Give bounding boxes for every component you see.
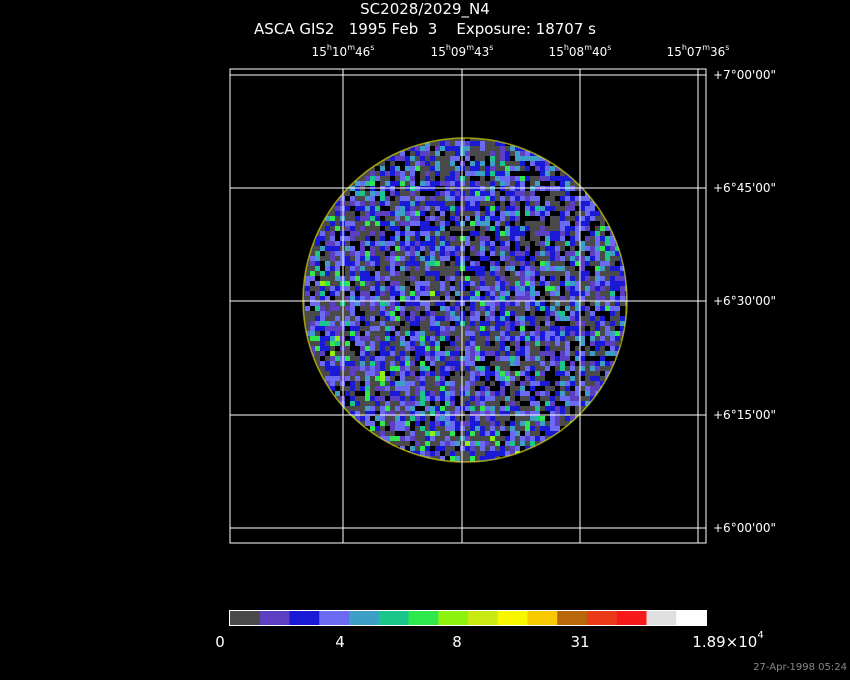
colorbar-swatch bbox=[557, 611, 588, 625]
ra-tick-label: 15h08m40s bbox=[548, 43, 612, 60]
timestamp: 27-Apr-1998 05:24 bbox=[753, 662, 847, 673]
colorbar-swatch bbox=[676, 611, 707, 625]
image-subtitle: ASCA GIS2 1995 Feb 3 Exposure: 18707 s bbox=[254, 20, 596, 38]
plot-frame bbox=[229, 68, 707, 544]
colorbar-tick-label: 8 bbox=[452, 633, 462, 651]
dec-tick-label: +7°00'00" bbox=[713, 68, 777, 82]
colorbar-swatch bbox=[616, 611, 647, 625]
colorbar-swatch bbox=[408, 611, 439, 625]
colorbar-swatch bbox=[378, 611, 409, 625]
colorbar-swatch bbox=[319, 611, 350, 625]
detector-field bbox=[303, 138, 627, 462]
dec-tick-label: +6°15'00" bbox=[713, 408, 777, 422]
colorbar-max-label: 1.89×104 bbox=[692, 630, 764, 651]
field-edge bbox=[302, 137, 628, 463]
colorbar-swatch bbox=[289, 611, 320, 625]
ra-tick-label: 15h10m46s bbox=[311, 43, 375, 60]
ra-tick-label: 15h07m36s bbox=[666, 43, 730, 60]
colorbar-swatch bbox=[527, 611, 558, 625]
ra-tick-label: 15h09m43s bbox=[430, 43, 494, 60]
image-title: SC2028/2029_N4 bbox=[360, 0, 490, 18]
colorbar-swatch bbox=[230, 611, 261, 625]
colorbar-swatch bbox=[497, 611, 528, 625]
colorbar bbox=[229, 610, 707, 626]
colorbar-tick-label: 4 bbox=[335, 633, 345, 651]
colorbar-swatch bbox=[468, 611, 499, 625]
colorbar-swatch bbox=[438, 611, 469, 625]
colorbar-swatch bbox=[259, 611, 290, 625]
coordinate-grid bbox=[230, 69, 706, 543]
dec-tick-label: +6°30'00" bbox=[713, 294, 777, 308]
colorbar-swatch bbox=[587, 611, 618, 625]
colorbar-tick-label: 31 bbox=[570, 633, 590, 651]
colorbar-swatch bbox=[646, 611, 677, 625]
dec-tick-label: +6°45'00" bbox=[713, 181, 777, 195]
colorbar-tick-label: 0 bbox=[215, 633, 225, 651]
dec-tick-label: +6°00'00" bbox=[713, 521, 777, 535]
colorbar-swatch bbox=[349, 611, 380, 625]
